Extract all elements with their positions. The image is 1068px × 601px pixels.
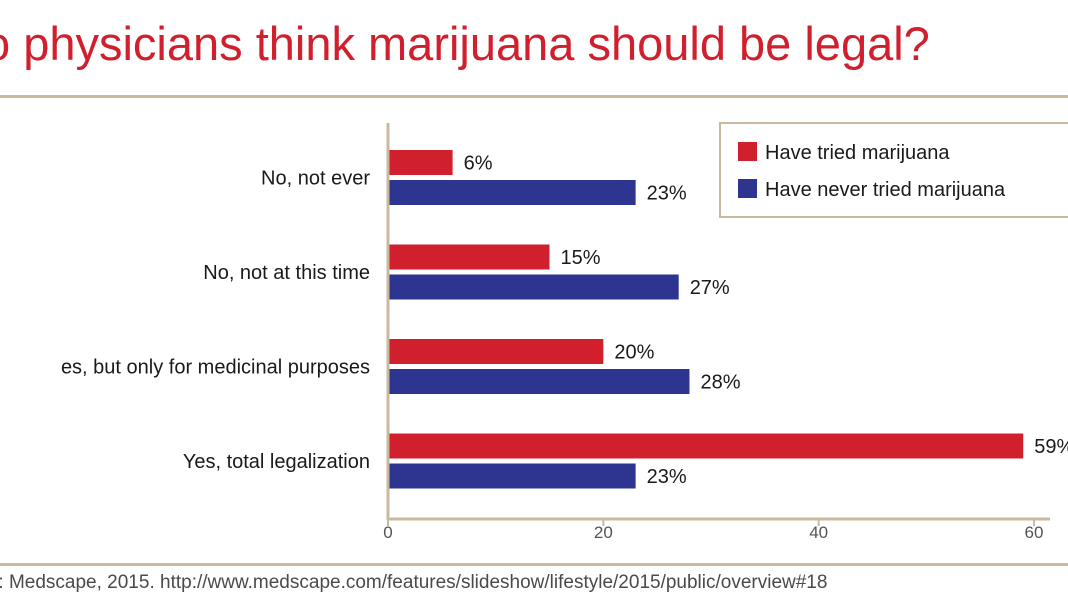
x-tick-label: 60 xyxy=(1025,523,1044,542)
x-tick-label: 40 xyxy=(809,523,828,542)
data-label: 27% xyxy=(690,277,730,299)
category-label: Yes, total legalization xyxy=(183,451,370,473)
bar-tried xyxy=(388,433,1024,459)
data-label: 20% xyxy=(614,342,654,364)
data-label: 6% xyxy=(464,153,493,175)
legend-box xyxy=(719,122,1068,218)
bar-tried xyxy=(388,150,453,175)
data-label: 23% xyxy=(647,183,687,205)
top-rule xyxy=(0,95,1068,98)
x-tick-label: 0 xyxy=(383,523,392,542)
legend-label: Have tried marijuana xyxy=(765,142,950,164)
data-label: 28% xyxy=(700,372,740,394)
data-label: 23% xyxy=(647,466,687,488)
chart-title: o physicians think marijuana should be l… xyxy=(0,17,930,70)
x-tick-label: 20 xyxy=(594,523,613,542)
category-label: No, not at this time xyxy=(203,262,370,284)
legend-label: Have never tried marijuana xyxy=(765,179,1006,201)
category-label: es, but only for medicinal purposes xyxy=(61,357,370,379)
data-label: 15% xyxy=(561,247,601,269)
legend-swatch xyxy=(738,142,757,161)
data-label: 59% xyxy=(1034,436,1068,458)
source-footer: rce: Medscape, 2015. http://www.medscape… xyxy=(0,572,828,593)
category-label: No, not ever xyxy=(261,168,370,190)
bar-never-tried xyxy=(388,274,679,300)
bar-tried xyxy=(388,339,604,364)
bar-never-tried xyxy=(388,369,690,394)
bottom-rule xyxy=(0,563,1068,566)
bar-never-tried xyxy=(388,180,636,205)
legend-swatch xyxy=(738,179,757,198)
bar-tried xyxy=(388,244,550,270)
bar-never-tried xyxy=(388,463,636,489)
